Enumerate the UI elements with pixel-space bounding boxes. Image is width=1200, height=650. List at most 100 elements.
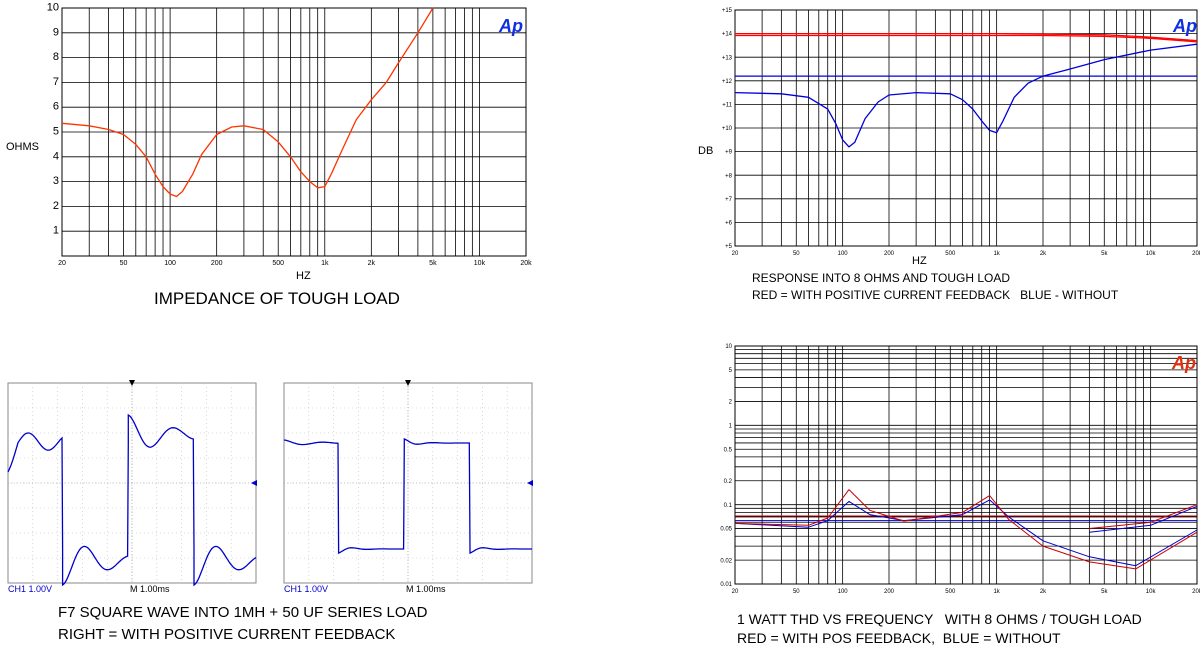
response-series [734,32,1198,148]
x-tick-label: 20 [732,589,739,595]
y-tick-label: 0.2 [724,479,733,485]
x-tick-label: 20 [58,260,66,267]
x-tick-label: 200 [884,589,895,595]
x-tick-label: 20k [1192,251,1200,257]
x-tick-label: 500 [945,589,956,595]
thd-ap-logo: Ap [1171,353,1196,373]
scope-screen-right [283,380,533,584]
response-x-tick-labels: 20 50 100 200 500 1k 2k 5k 10k 20k [732,251,1200,257]
x-tick-label: 100 [838,251,849,257]
x-tick-label: 50 [793,589,800,595]
x-tick-label: 100 [838,589,849,595]
response-x-axis-label: HZ [912,255,927,267]
impedance-y-tick-labels: 1 2 3 4 5 6 7 8 9 10 [47,2,59,237]
x-tick-label: 10k [1146,251,1157,257]
data-series-line [735,34,1198,43]
x-tick-label: 500 [945,251,956,257]
y-tick-label: 6 [53,101,59,113]
data-series-line [734,499,1198,567]
impedance-y-axis-label: OHMS [6,141,39,153]
data-series-line [1089,505,1198,533]
thd-grid [734,345,1198,585]
data-series-line [734,489,1198,570]
x-tick-label: 200 [884,251,895,257]
x-tick-label: 10k [474,260,486,267]
scope-left-timebase-readout: M 1.00ms [130,584,170,594]
scope-caption-line1: F7 SQUARE WAVE INTO 1MH + 50 UF SERIES L… [58,604,428,621]
y-tick-label: +12 [722,79,733,85]
data-series-line [734,43,1198,148]
y-tick-label: +14 [722,32,733,38]
x-tick-label: 2k [1040,251,1047,257]
x-tick-label: 5k [1101,251,1108,257]
x-tick-label: 20 [732,251,739,257]
response-ap-logo: Ap [1172,16,1197,36]
data-series-line [61,7,434,198]
x-tick-label: 20k [520,260,532,267]
x-tick-label: 1k [321,260,329,267]
x-tick-label: 5k [1101,589,1108,595]
data-series-line [735,32,1198,42]
y-tick-label: 1 [729,423,733,429]
y-tick-label: +9 [725,150,733,156]
y-tick-label: +8 [725,173,733,179]
y-tick-label: 0.02 [720,558,732,564]
impedance-x-tick-labels: 20 50 100 200 500 1k 2k 5k 10k 20k [58,260,532,267]
y-tick-label: 5 [53,126,59,138]
trigger-position-marker [129,380,135,386]
thd-plot-frame [734,345,1198,585]
response-grid [734,9,1198,247]
response-caption-line1: RESPONSE INTO 8 OHMS AND TOUGH LOAD [752,271,1011,285]
x-tick-label: 500 [272,260,284,267]
scope-right-timebase-readout: M 1.00ms [406,584,446,594]
y-tick-label: 0.05 [720,527,732,533]
impedance-grid [61,7,527,257]
scope-trace [7,413,257,587]
y-tick-label: +5 [725,244,733,250]
x-tick-label: 5k [429,260,437,267]
y-tick-label: 8 [53,51,59,63]
scope-screen-left [7,380,257,587]
response-y-axis-label: DB [698,145,713,157]
trigger-level-marker [251,480,257,486]
x-tick-label: 200 [211,260,223,267]
scope-left-channel-readout: CH1 1.00V [8,584,52,594]
scope-caption-line2: RIGHT = WITH POSITIVE CURRENT FEEDBACK [58,626,396,643]
x-tick-label: 2k [368,260,376,267]
y-tick-label: 1 [53,225,59,237]
y-tick-label: +6 [725,221,733,227]
y-tick-label: +7 [725,197,733,203]
scope-right-channel-readout: CH1 1.00V [284,584,328,594]
response-caption-line2: RED = WITH POSITIVE CURRENT FEEDBACK BLU… [752,288,1119,302]
trigger-position-marker [405,380,411,386]
data-series-line [1089,504,1198,529]
scope-trace [283,438,532,554]
x-tick-label: 2k [1040,589,1047,595]
impedance-ap-logo: Ap [498,16,523,36]
x-tick-label: 50 [793,251,800,257]
y-tick-label: 4 [53,150,59,162]
x-tick-label: 20k [1192,589,1200,595]
y-tick-label: 0.01 [720,582,732,588]
x-tick-label: 1k [993,251,1000,257]
y-tick-label: 10 [725,344,732,350]
y-tick-label: 7 [53,76,59,88]
y-tick-label: 0.1 [724,503,733,509]
thd-caption-line1: 1 WATT THD VS FREQUENCY WITH 8 OHMS / TO… [737,611,1142,627]
y-tick-label: +11 [722,103,732,109]
y-tick-label: +10 [722,126,733,132]
y-tick-label: 10 [47,2,59,14]
thd-series [734,489,1198,570]
thd-y-tick-labels: 0.01 0.02 0.05 0.1 0.2 0.5 1 2 5 10 [720,344,732,588]
thd-caption-line2: RED = WITH POS FEEDBACK, BLUE = WITHOUT [737,630,1061,646]
y-tick-label: 3 [53,175,59,187]
impedance-caption: IMPEDANCE OF TOUGH LOAD [154,289,400,308]
y-tick-label: 2 [729,400,733,406]
trigger-level-marker [527,480,533,486]
x-tick-label: 50 [120,260,128,267]
y-tick-label: 0.5 [724,447,733,453]
